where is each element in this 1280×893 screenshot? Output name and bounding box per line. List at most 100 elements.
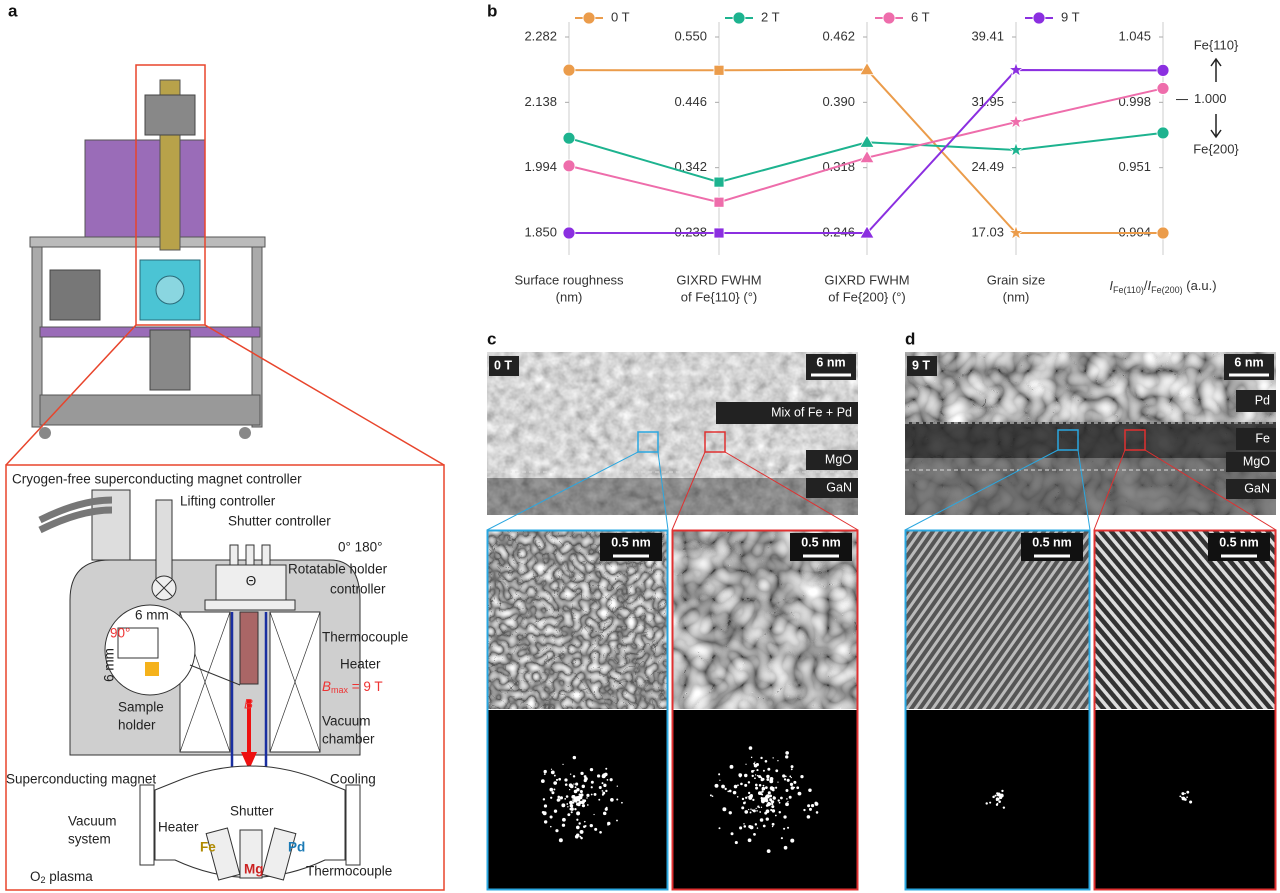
fft-spot bbox=[756, 769, 759, 772]
label: 6 mm bbox=[135, 608, 169, 623]
tem-image bbox=[487, 352, 858, 515]
fft-spot bbox=[1189, 800, 1193, 804]
marker bbox=[1156, 82, 1170, 95]
y-tick-label: 0.238 bbox=[674, 224, 707, 239]
fft-spot bbox=[576, 788, 580, 792]
fft-spot bbox=[777, 799, 780, 802]
fft-spot bbox=[762, 769, 765, 772]
y-tick-label: 0.390 bbox=[822, 94, 855, 109]
fft-spot bbox=[549, 787, 554, 792]
fft-spot bbox=[555, 829, 559, 833]
label: Fe bbox=[200, 840, 216, 855]
fft-spot bbox=[793, 780, 797, 784]
layer-label: GaN bbox=[1244, 481, 1270, 495]
fft-spot bbox=[995, 799, 998, 802]
fft-spot bbox=[790, 786, 795, 790]
fft-spot bbox=[777, 760, 779, 762]
marker bbox=[562, 63, 576, 77]
reference-label: 1.000 bbox=[1194, 91, 1227, 106]
fft-spot bbox=[774, 814, 777, 817]
field-label: 9 T bbox=[912, 358, 930, 372]
fft-spot bbox=[578, 822, 581, 825]
fft-spot bbox=[569, 773, 572, 775]
fft-spot bbox=[787, 826, 790, 829]
fft-spot bbox=[616, 819, 618, 822]
fft-spot bbox=[589, 823, 593, 828]
fft-spot bbox=[586, 793, 590, 797]
fft-spot bbox=[806, 815, 811, 819]
axis-label-part: / bbox=[1144, 278, 1148, 293]
fft-spot bbox=[998, 800, 1001, 803]
fft-spot bbox=[542, 798, 546, 801]
fft-spot bbox=[1184, 792, 1186, 795]
y-tick-label: 17.03 bbox=[971, 224, 1004, 239]
label: Thermocouple bbox=[322, 630, 408, 645]
fft-spot bbox=[584, 824, 587, 827]
fft-spot bbox=[572, 801, 575, 804]
fft-spot bbox=[771, 825, 774, 828]
fft-spot bbox=[755, 786, 759, 790]
fft-spot bbox=[562, 817, 566, 822]
fft-spot bbox=[558, 777, 562, 781]
fft-spot bbox=[607, 821, 611, 826]
fft-spot bbox=[593, 792, 597, 796]
fft-spot bbox=[571, 805, 573, 808]
fft-spot bbox=[569, 807, 573, 811]
fft-spot bbox=[747, 796, 749, 798]
label: B bbox=[322, 679, 331, 694]
fft-spot bbox=[994, 794, 997, 797]
fft-spot bbox=[584, 777, 588, 781]
legend-label: 2 T bbox=[761, 9, 780, 24]
marker bbox=[582, 11, 596, 25]
fft-spot bbox=[593, 813, 595, 816]
fft-spot bbox=[594, 827, 598, 831]
fft-spot bbox=[759, 811, 762, 813]
axis-label-part: I bbox=[1109, 278, 1113, 293]
fft-spot bbox=[571, 799, 574, 801]
parallel-chart: 1.850 1.994 2.138 2.282 Surface roughness (nm… bbox=[514, 9, 1239, 304]
fft-spot bbox=[566, 803, 569, 805]
fft-spot bbox=[761, 799, 765, 804]
marker bbox=[859, 134, 875, 148]
fft-spot bbox=[605, 767, 608, 770]
scale-bar-label: 6 nm bbox=[1234, 355, 1263, 369]
fft-spot bbox=[570, 811, 573, 814]
fft-spot bbox=[569, 789, 571, 791]
fft-spot bbox=[572, 794, 576, 798]
marker bbox=[1007, 224, 1025, 241]
fft-spot bbox=[579, 835, 582, 838]
fft-spot bbox=[765, 809, 770, 814]
fft-spot bbox=[790, 768, 793, 771]
fft-spot bbox=[985, 802, 988, 805]
fft-spot bbox=[575, 782, 579, 786]
fft-spot bbox=[762, 784, 765, 787]
label: Mg bbox=[244, 862, 264, 877]
fft-spot bbox=[760, 756, 763, 760]
fft-spot bbox=[743, 801, 746, 805]
fft-spot bbox=[575, 825, 580, 830]
fft-spot bbox=[606, 779, 609, 781]
fft-spot bbox=[576, 818, 579, 821]
fft-spot bbox=[576, 796, 578, 798]
fft-spot bbox=[783, 845, 788, 850]
fft-spot bbox=[596, 774, 601, 778]
y-tick-label: 0.342 bbox=[674, 159, 707, 174]
fft-spot bbox=[567, 806, 569, 808]
fft-spot bbox=[1186, 790, 1190, 794]
fft-spot bbox=[747, 781, 751, 784]
fft-spot bbox=[579, 789, 583, 794]
fft-spot bbox=[770, 789, 772, 791]
label: 90° bbox=[110, 626, 130, 641]
fft-spot bbox=[989, 801, 992, 804]
label: Cooling bbox=[330, 772, 376, 787]
fft-spot bbox=[553, 788, 556, 791]
y-tick-label: 0.446 bbox=[674, 94, 707, 109]
fft-spot bbox=[758, 806, 760, 809]
fft-spot bbox=[778, 811, 782, 814]
fft-spot bbox=[755, 807, 757, 810]
marker bbox=[1156, 226, 1170, 240]
fft-spot bbox=[750, 756, 753, 759]
fft-spot bbox=[749, 825, 754, 830]
fft-spot bbox=[763, 824, 766, 828]
fft-spot bbox=[775, 769, 779, 773]
